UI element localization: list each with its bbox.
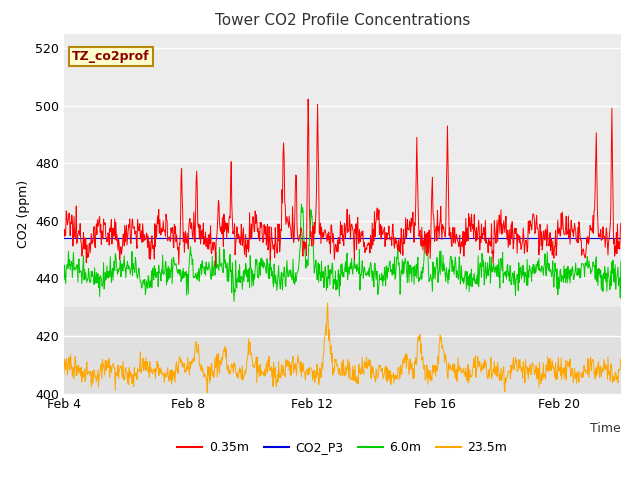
Legend: 0.35m, CO2_P3, 6.0m, 23.5m: 0.35m, CO2_P3, 6.0m, 23.5m [172,436,513,459]
Y-axis label: CO2 (ppm): CO2 (ppm) [17,180,29,248]
Bar [64,307,621,394]
Bar [64,34,621,307]
Text: Time: Time [590,422,621,435]
Title: Tower CO2 Profile Concentrations: Tower CO2 Profile Concentrations [214,13,470,28]
Text: TZ_co2prof: TZ_co2prof [72,50,150,63]
